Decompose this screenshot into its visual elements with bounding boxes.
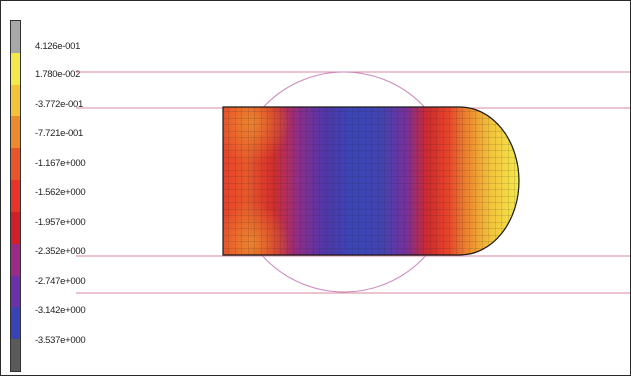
legend-label: -2.747e+000 bbox=[35, 276, 86, 287]
legend-swatch bbox=[11, 211, 20, 244]
legend-label: 4.126e-001 bbox=[35, 41, 81, 52]
legend-swatch bbox=[11, 180, 20, 212]
legend-label: -3.772e-001 bbox=[35, 99, 83, 110]
legend-label: -3.142e+000 bbox=[35, 305, 86, 316]
legend-swatch bbox=[11, 84, 20, 117]
mesh-boundary bbox=[222, 106, 520, 256]
legend-swatch bbox=[11, 148, 20, 181]
legend-label: -2.352e+000 bbox=[35, 246, 86, 257]
legend-label: 1.780e-002 bbox=[35, 69, 81, 80]
legend-swatch bbox=[11, 21, 20, 53]
legend-swatch bbox=[11, 243, 20, 276]
legend-label: -1.562e+000 bbox=[35, 187, 86, 198]
legend-label: -1.957e+000 bbox=[35, 217, 86, 228]
color-scale-legend-bar bbox=[10, 20, 21, 372]
fem-mesh-body[interactable] bbox=[223, 107, 523, 257]
legend-label: -3.537e+000 bbox=[35, 335, 86, 346]
legend-swatch bbox=[11, 52, 20, 85]
legend-swatch bbox=[11, 275, 20, 308]
legend-swatch bbox=[11, 307, 20, 340]
legend-swatch bbox=[11, 339, 20, 371]
legend-label: -1.167e+000 bbox=[35, 158, 86, 169]
legend-label: -7.721e-001 bbox=[35, 128, 83, 139]
legend-swatch bbox=[11, 116, 20, 149]
